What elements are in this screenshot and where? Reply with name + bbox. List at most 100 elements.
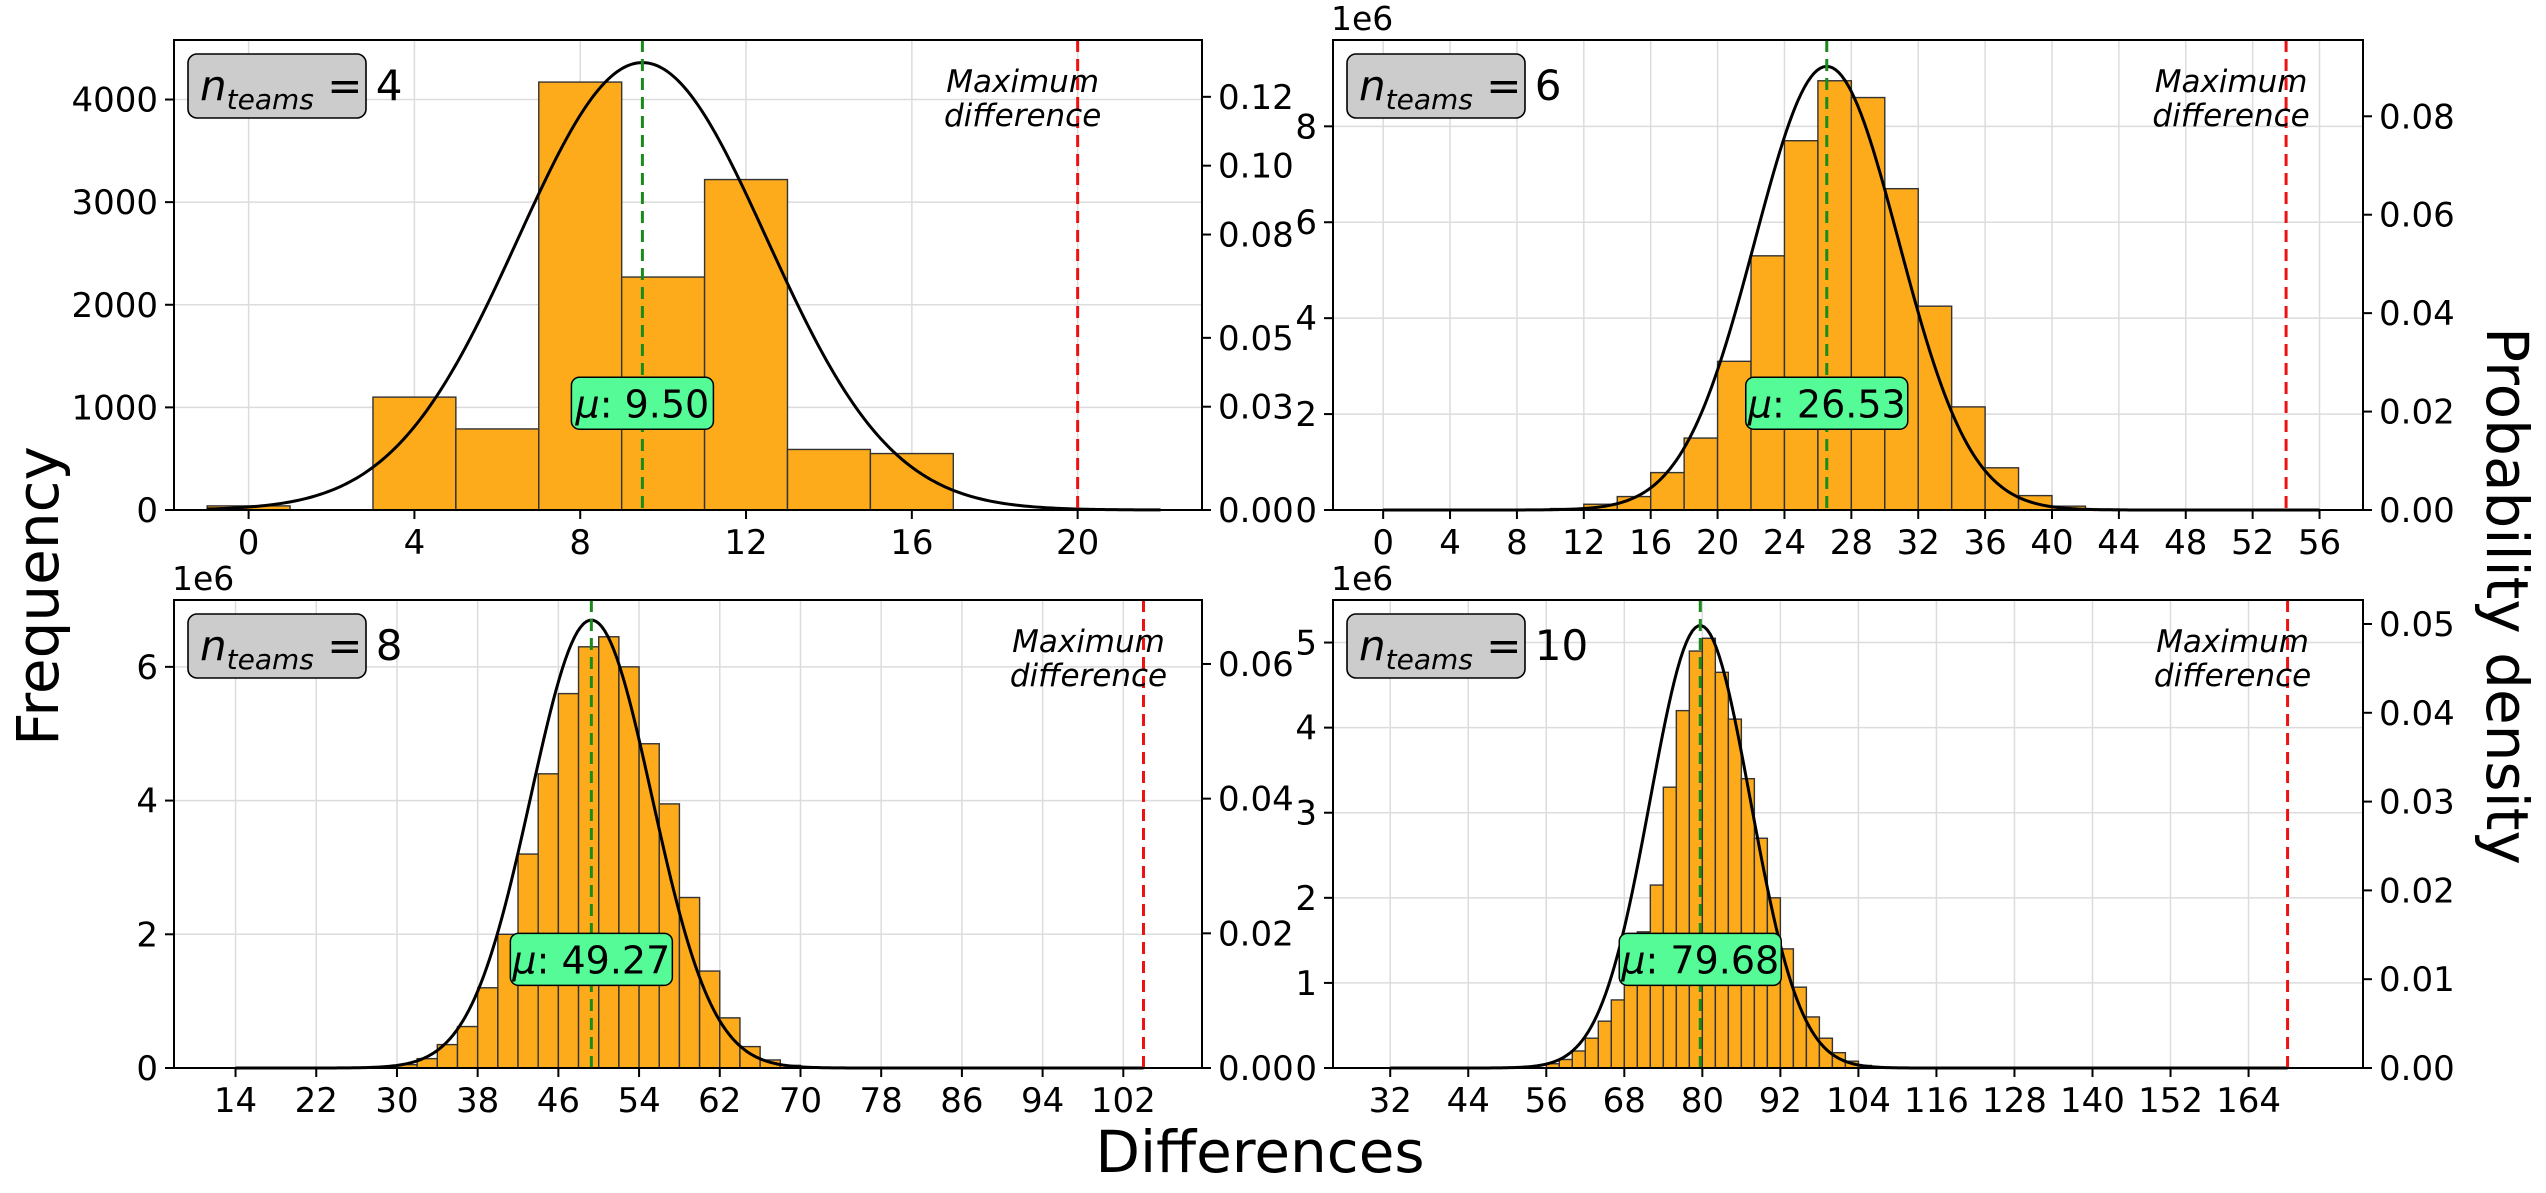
y2-tick-label: 0.00 — [2379, 1049, 2455, 1089]
histogram-bar — [1740, 777, 1756, 1069]
histogram-bar — [577, 646, 600, 1069]
histogram-bar — [703, 178, 789, 511]
mean-badge-label: μ: 79.68 — [1620, 938, 1779, 982]
x-tick-label: 56 — [2298, 523, 2341, 563]
y-offset-label: 1e6 — [1331, 559, 1393, 598]
histogram-bar — [1675, 709, 1691, 1069]
y-tick-label: 5 — [1295, 624, 1317, 664]
y2-tick-label: 0.05 — [2379, 605, 2455, 645]
x-tick-label: 92 — [1759, 1081, 1802, 1121]
x-tick-label: 56 — [1525, 1081, 1568, 1121]
x-tick-label: 12 — [724, 523, 767, 563]
x-tick-label: 128 — [1982, 1081, 2047, 1121]
x-tick-label: 86 — [940, 1081, 983, 1121]
y2-tick-label: 0.04 — [2379, 294, 2455, 334]
panel-3: 14 22 30 38 46 54 62 70 78 86 94 10202460.000.020.0… — [136, 559, 1293, 1121]
histogram-bar — [638, 743, 660, 1069]
x-tick-label: 22 — [295, 1081, 338, 1121]
x-tick-label: 8 — [1506, 523, 1528, 563]
y2-tick-label: 0.04 — [2379, 694, 2455, 734]
histogram-bar — [372, 396, 457, 511]
mean-badge — [1745, 376, 1909, 430]
x-tick-label: 30 — [375, 1081, 418, 1121]
y2-tick-label: 0.01 — [2379, 960, 2455, 1000]
y-tick-label: 3 — [1295, 794, 1317, 834]
teams-badge — [187, 53, 367, 119]
histogram-bar — [538, 81, 623, 511]
y-tick-label: 1000 — [71, 388, 158, 428]
y-tick-label: 8 — [1295, 107, 1317, 147]
histogram-bar — [1683, 437, 1719, 511]
y-axis-label-left: Frequency — [4, 446, 72, 746]
x-tick-label: 54 — [617, 1081, 660, 1121]
y2-tick-label: 0.00 — [1218, 1049, 1294, 1089]
histogram-bar — [1584, 1037, 1600, 1069]
x-tick-label: 24 — [1763, 523, 1806, 563]
x-tick-label: 46 — [537, 1081, 580, 1121]
x-tick-label: 4 — [404, 523, 426, 563]
histogram-bar — [1610, 999, 1626, 1069]
y-tick-label: 2 — [1295, 395, 1317, 435]
x-tick-label: 164 — [2216, 1081, 2281, 1121]
teams-badge-label: nteams = 4 — [200, 61, 402, 116]
y2-tick-label: 0.12 — [1218, 78, 1294, 118]
x-tick-label: 8 — [569, 523, 591, 563]
max-difference-label-line1: Maximum — [1012, 624, 1165, 660]
x-tick-label: 140 — [2060, 1081, 2125, 1121]
y2-tick-label: 0.03 — [2379, 783, 2455, 823]
x-tick-label: 0 — [238, 523, 260, 563]
histogram-bar — [1597, 1020, 1613, 1069]
panel-1: 0 4 8 12 16 20 0 1000 2000 3000 4000 0.00 0.03 0.05 0.… — [71, 39, 1294, 563]
teams-badge-label: nteams = 6 — [1359, 61, 1561, 116]
histogram-bar — [1558, 1058, 1573, 1069]
y2-tick-label: 0.08 — [1218, 216, 1294, 256]
axes-frame — [1332, 599, 2364, 1069]
y-tick-label: 6 — [136, 648, 158, 688]
teams-badge-label: nteams = 10 — [1359, 621, 1588, 676]
x-tick-label: 70 — [779, 1081, 822, 1121]
x-tick-label: 44 — [1447, 1081, 1490, 1121]
teams-badge — [1346, 53, 1526, 119]
x-tick-label: 20 — [1056, 523, 1099, 563]
x-tick-label: 116 — [1904, 1081, 1969, 1121]
x-tick-label: 20 — [1696, 523, 1739, 563]
max-difference-label-line2: difference — [944, 98, 1101, 134]
teams-badge-label: nteams = 8 — [200, 621, 402, 676]
histogram-bar — [1783, 140, 1819, 511]
y-tick-label: 0 — [1295, 491, 1317, 531]
y2-tick-label: 0.02 — [2379, 871, 2455, 911]
mean-badge-label: μ: 9.50 — [575, 382, 710, 426]
histogram-bar — [537, 773, 560, 1069]
histogram-bar — [456, 1025, 479, 1069]
x-tick-label: 62 — [698, 1081, 741, 1121]
y-tick-label: 2000 — [71, 286, 158, 326]
panel-4: 32 44 56 68 80 92 104 116 128 140 152 164 0 1 2 3 4 5 0.00… — [1295, 559, 2454, 1121]
x-tick-label: 32 — [1369, 1081, 1412, 1121]
y2-tick-label: 0.03 — [1218, 388, 1294, 428]
x-tick-label: 78 — [860, 1081, 903, 1121]
mean-badge-label: μ: 49.27 — [511, 938, 670, 982]
y2-tick-label: 0.06 — [1218, 645, 1294, 685]
density-curve — [207, 61, 1161, 512]
y-tick-label: 0 — [136, 491, 158, 531]
max-difference-label-line2: difference — [2154, 658, 2311, 694]
x-tick-label: 38 — [456, 1081, 499, 1121]
x-tick-label: 28 — [1830, 523, 1873, 563]
histogram-bar — [476, 987, 499, 1069]
y-tick-label: 3000 — [71, 183, 158, 223]
y-tick-label: 2 — [1295, 879, 1317, 919]
mean-badge — [509, 932, 674, 987]
panel-2: 0 4 8 12 16 20 24 28 32 36 40 44 48 52 56024680.000.02… — [1295, 0, 2454, 563]
y-offset-label: 1e6 — [172, 559, 234, 598]
histogram-bar — [1571, 1050, 1586, 1069]
x-tick-label: 12 — [1562, 523, 1605, 563]
axes-frame — [173, 39, 1203, 511]
max-difference-label-line1: Maximum — [2156, 624, 2309, 660]
max-difference-label-line1: Maximum — [946, 64, 1099, 100]
max-difference-label-line1: Maximum — [2155, 64, 2308, 100]
histogram-bar — [869, 452, 954, 511]
axes-frame — [173, 599, 1203, 1069]
panels: 0 4 8 12 16 20010002000300040000.000.030.050.… — [71, 0, 2454, 1121]
histogram-bar — [1649, 471, 1685, 511]
